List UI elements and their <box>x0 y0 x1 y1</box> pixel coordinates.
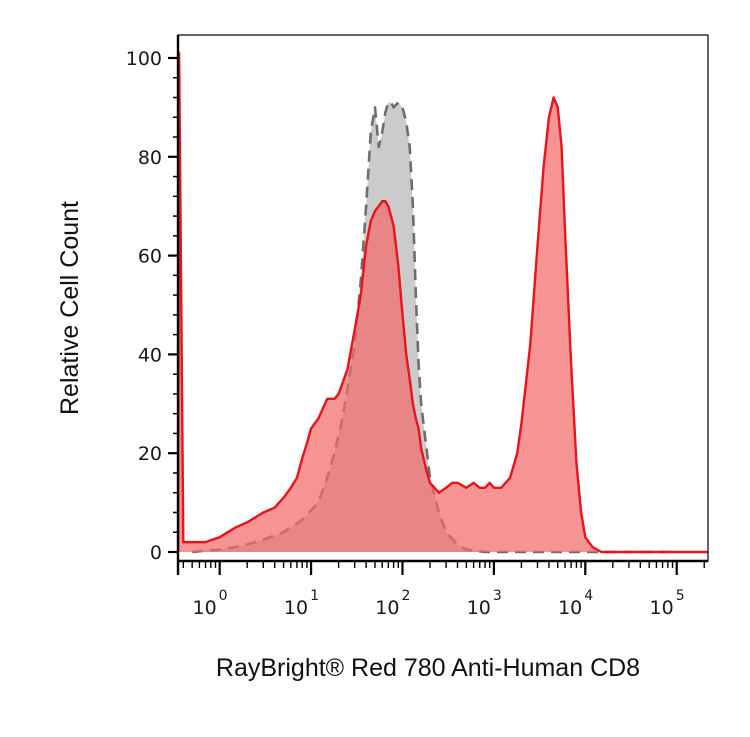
x-tick-label-exponent: 3 <box>493 588 502 604</box>
series-area-CD8-stained <box>178 53 708 553</box>
x-tick-label-base: 10 <box>558 597 582 619</box>
x-tick-label-base: 10 <box>375 597 399 619</box>
series-line-isotype-control <box>192 101 677 554</box>
y-tick-label: 80 <box>138 147 162 169</box>
plot-frame <box>177 34 709 562</box>
x-tick-label-base: 10 <box>192 597 216 619</box>
x-tick-label-base: 10 <box>650 597 674 619</box>
series-line-CD8-stained <box>178 51 708 554</box>
y-axis-title: Relative Cell Count <box>56 201 84 415</box>
y-tick-label: 100 <box>126 48 162 70</box>
x-tick-label-exponent: 5 <box>676 588 685 604</box>
y-tick-label: 0 <box>150 542 162 564</box>
y-tick-label: 60 <box>138 246 162 268</box>
x-tick-label-base: 10 <box>467 597 491 619</box>
plot-area <box>178 51 708 554</box>
x-tick-label-exponent: 0 <box>219 588 228 604</box>
x-tick-label-exponent: 1 <box>310 588 319 604</box>
y-tick-label: 40 <box>138 344 162 366</box>
x-tick-label-exponent: 2 <box>401 588 410 604</box>
y-tick-label: 20 <box>138 443 162 465</box>
x-tick-label-base: 10 <box>284 597 308 619</box>
x-axis-title: RayBright® Red 780 Anti-Human CD8 <box>216 654 640 682</box>
x-tick-label-exponent: 4 <box>584 588 593 604</box>
series-group <box>178 51 708 554</box>
series-area-isotype-control <box>192 102 677 553</box>
